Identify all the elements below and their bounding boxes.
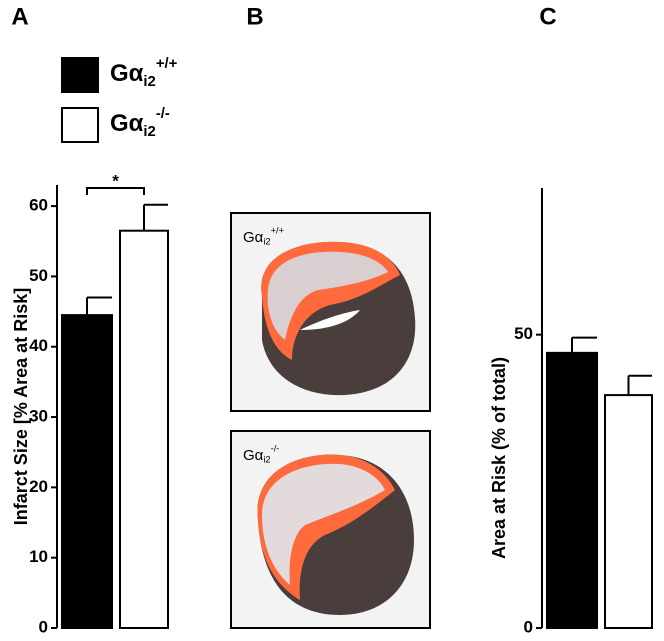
- panel-label: B: [246, 3, 263, 30]
- legend-swatch: [61, 107, 99, 143]
- label-base: Gα: [243, 229, 264, 246]
- label: Gαi2+/+: [243, 226, 284, 247]
- y-tick-label: 50: [514, 324, 533, 343]
- y-tick-label: 40: [29, 336, 48, 355]
- heart-image-2: [230, 430, 431, 629]
- y-tick-label: 30: [29, 407, 48, 426]
- y-axis-label: Area at Risk (% of total): [489, 357, 509, 559]
- y-tick-label: 0: [524, 617, 533, 636]
- label-sub: i2: [263, 237, 270, 247]
- label: Gαi2-/-: [110, 106, 170, 140]
- label-base: Gα: [243, 447, 264, 464]
- panel-label: C: [539, 3, 556, 30]
- panel-label: A: [11, 3, 28, 30]
- y-tick-label: 20: [29, 477, 48, 496]
- heart-image-1: [230, 212, 431, 412]
- label-base: Gα: [110, 60, 144, 87]
- y-tick-label: 0: [39, 617, 48, 636]
- label-sup: +/+: [271, 226, 284, 236]
- y-tick-label: 60: [29, 196, 48, 215]
- label-base: Gα: [110, 110, 144, 137]
- label-sup: -/-: [271, 444, 280, 454]
- label-sub: i2: [263, 455, 270, 465]
- label-sub: i2: [143, 124, 155, 140]
- label: Gαi2-/-: [243, 444, 279, 465]
- significance-label: *: [112, 171, 119, 190]
- label-sup: -/-: [156, 106, 170, 122]
- label-sup: +/+: [156, 56, 178, 72]
- bar: [604, 394, 653, 629]
- y-tick-label: 10: [29, 547, 48, 566]
- label: Gαi2+/+: [110, 56, 178, 90]
- y-axis-label: Infarct Size [% Area at Risk]: [11, 288, 31, 525]
- label-sub: i2: [143, 74, 155, 90]
- bar: [119, 229, 169, 629]
- y-tick-label: 50: [29, 266, 48, 285]
- legend-swatch: [61, 57, 99, 93]
- bar: [546, 351, 598, 629]
- bar: [61, 314, 113, 629]
- significance-bracket: [86, 187, 145, 195]
